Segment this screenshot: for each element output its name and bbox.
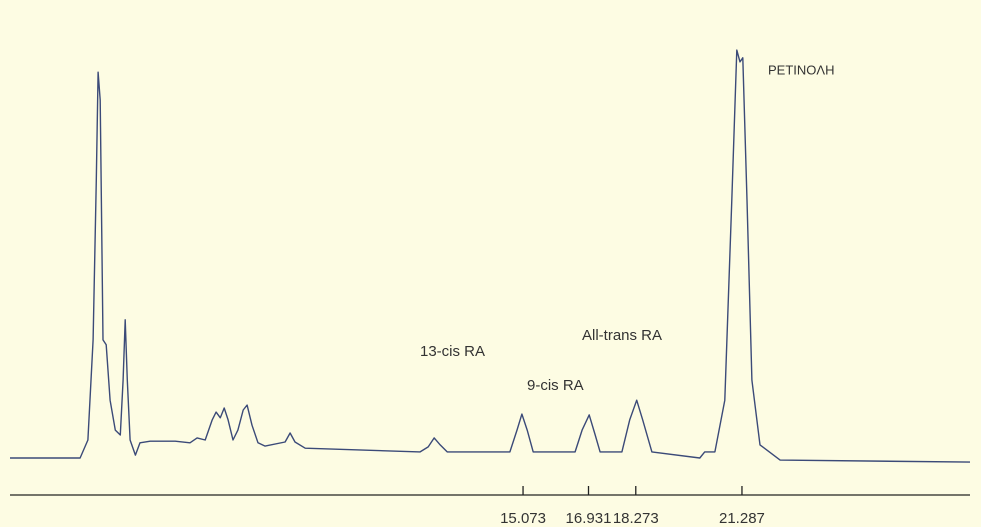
x-tick-label: 15.073 <box>500 510 546 527</box>
peak-label: PETINOΛH <box>768 62 834 77</box>
x-tick-label: 16.931 <box>566 510 612 527</box>
peak-label: 13-cis RA <box>420 343 485 360</box>
signal-trace <box>10 49 971 463</box>
peak-label: 9-cis RA <box>527 377 584 394</box>
x-tick-label: 18.273 <box>613 510 659 527</box>
x-tick-label: 21.287 <box>719 510 765 527</box>
peak-label: All-trans RA <box>582 327 662 344</box>
